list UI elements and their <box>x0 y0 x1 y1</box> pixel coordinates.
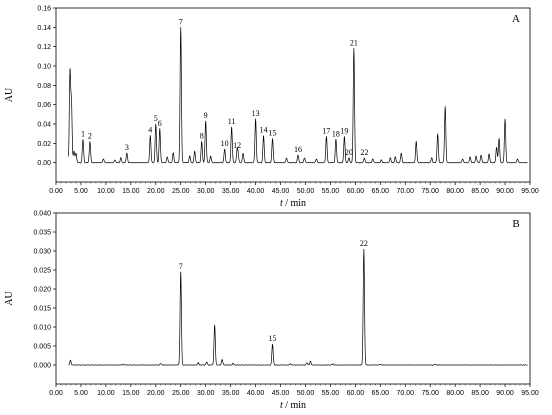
y-tick-label: 0.030 <box>33 249 51 256</box>
x-tick-label: 90.00 <box>496 390 514 397</box>
y-tick-label: 0.12 <box>37 44 51 51</box>
x-tick-label: 55.00 <box>322 390 340 397</box>
y-tick-label: 0.16 <box>37 6 51 13</box>
x-tick-label: 5.00 <box>74 188 88 195</box>
y-tick-label: 0.06 <box>37 102 51 109</box>
peak-label: 10 <box>221 139 229 148</box>
plot-frame <box>55 212 531 385</box>
panel-letter: A <box>512 13 520 25</box>
x-tick-label: 55.00 <box>322 188 340 195</box>
x-tick-label: 50.00 <box>297 390 315 397</box>
peak-label: 12 <box>233 141 241 150</box>
x-tick-label: 95.00 <box>521 188 539 195</box>
panel-a: 0.00 5.00 10.00 15.00 20.00 25.00 30.00 35.00 40… <box>4 6 539 210</box>
peak-label: 6 <box>158 119 162 128</box>
chromatogram-trace <box>68 27 528 164</box>
x-tick-label: 0.00 <box>49 390 63 397</box>
y-tick-label: 0.08 <box>37 83 51 90</box>
x-tick-label: 65.00 <box>372 188 390 195</box>
x-tick-label: 95.00 <box>521 390 539 397</box>
x-tick-label: 35.00 <box>222 390 240 397</box>
peak-label: 14 <box>260 126 268 135</box>
peak-label: 5 <box>154 114 158 123</box>
x-tick-label: 30.00 <box>197 188 215 195</box>
peak-label: 19 <box>340 127 348 136</box>
x-tick-label: 60.00 <box>347 390 365 397</box>
x-tick-label: 90.00 <box>496 188 514 195</box>
panel-b: 0.00 5.00 10.00 15.00 20.00 25.00 30.00 35.00 40… <box>4 211 539 412</box>
y-tick-label: 0.010 <box>33 325 51 332</box>
peak-label: 7 <box>179 17 183 26</box>
x-tick-label: 15.00 <box>122 390 140 397</box>
x-tick-label: 45.00 <box>272 390 290 397</box>
x-tick-label: 70.00 <box>396 188 414 195</box>
y-tick-label: 0.015 <box>33 306 51 313</box>
peak-label: 15 <box>269 334 277 343</box>
peak-label: 8 <box>200 131 204 140</box>
x-tick-label: 20.00 <box>147 188 165 195</box>
x-tick-label: 85.00 <box>471 390 489 397</box>
peak-label: 4 <box>148 126 152 135</box>
y-tick-label: 0.040 <box>33 211 51 218</box>
y-tick-label: 0.000 <box>33 363 51 370</box>
x-tick-label: 85.00 <box>471 188 489 195</box>
chromatogram-trace <box>68 248 528 366</box>
y-tick-label: 0.04 <box>37 122 51 129</box>
peak-label: 16 <box>294 145 302 154</box>
x-axis-title: t / min <box>280 400 306 411</box>
y-tick-label: 0.00 <box>37 160 51 167</box>
x-tick-label: 75.00 <box>421 390 439 397</box>
peak-label: 9 <box>204 111 208 120</box>
x-tick-label: 0.00 <box>49 188 63 195</box>
x-tick-label: 30.00 <box>197 390 215 397</box>
peak-label: 21 <box>350 39 358 48</box>
panel-letter: B <box>512 218 519 230</box>
x-tick-label: 40.00 <box>247 188 265 195</box>
x-tick-label: 80.00 <box>446 390 464 397</box>
peak-label: 1 <box>81 129 85 138</box>
peak-label: 18 <box>332 129 340 138</box>
x-tick-label: 45.00 <box>272 188 290 195</box>
peak-label: 17 <box>322 127 330 136</box>
peak-label: 22 <box>360 148 368 157</box>
x-tick-label: 10.00 <box>97 188 115 195</box>
x-tick-label: 25.00 <box>172 188 190 195</box>
x-tick-label: 70.00 <box>396 390 414 397</box>
peak-label: 3 <box>125 143 129 152</box>
y-tick-label: 0.005 <box>33 344 51 351</box>
x-axis-title: t / min <box>280 198 306 209</box>
y-axis-title: AU <box>4 291 15 306</box>
x-tick-label: 5.00 <box>74 390 88 397</box>
y-tick-label: 0.14 <box>37 25 51 32</box>
x-tick-label: 25.00 <box>172 390 190 397</box>
x-tick-label: 75.00 <box>421 188 439 195</box>
peak-label: 20 <box>345 148 353 157</box>
y-tick-label: 0.10 <box>37 64 51 71</box>
plot-frame <box>55 7 531 183</box>
x-tick-label: 60.00 <box>347 188 365 195</box>
peak-label: 7 <box>179 262 183 271</box>
peak-label: 13 <box>252 109 260 118</box>
peak-label: 2 <box>88 131 92 140</box>
y-axis-title: AU <box>4 87 15 102</box>
peak-label: 22 <box>360 239 368 248</box>
y-tick-label: 0.02 <box>37 141 51 148</box>
x-tick-label: 40.00 <box>247 390 265 397</box>
x-tick-label: 50.00 <box>297 188 315 195</box>
y-tick-label: 0.020 <box>33 287 51 294</box>
x-tick-label: 10.00 <box>97 390 115 397</box>
y-tick-label: 0.035 <box>33 230 51 237</box>
peak-label: 15 <box>269 129 277 138</box>
x-tick-label: 15.00 <box>122 188 140 195</box>
x-tick-label: 35.00 <box>222 188 240 195</box>
x-tick-label: 80.00 <box>446 188 464 195</box>
x-tick-label: 20.00 <box>147 390 165 397</box>
y-tick-label: 0.025 <box>33 268 51 275</box>
x-tick-label: 65.00 <box>372 390 390 397</box>
peak-label: 11 <box>228 117 236 126</box>
